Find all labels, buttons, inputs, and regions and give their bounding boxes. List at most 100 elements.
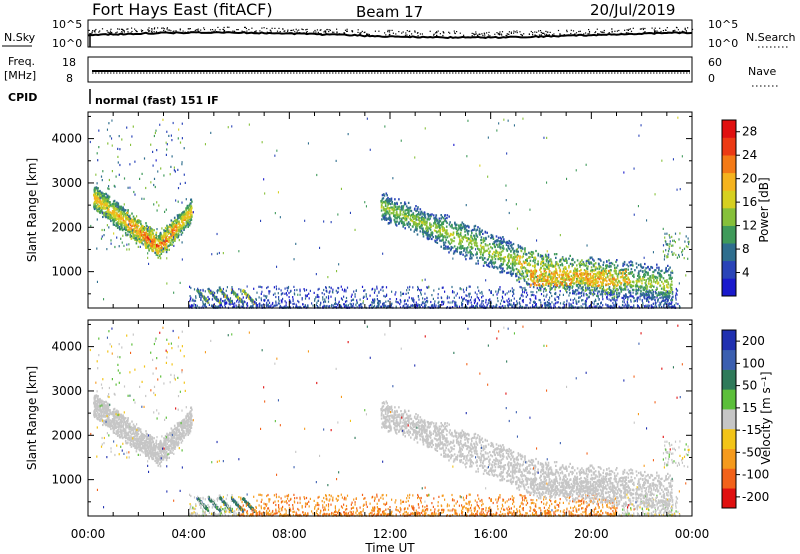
power-echo — [432, 235, 434, 239]
power-echo — [398, 198, 400, 201]
power-echo — [581, 259, 583, 262]
power-echo — [245, 296, 247, 299]
nsearch-point — [292, 29, 295, 31]
power-echo — [540, 293, 543, 296]
freq-frame — [87, 56, 693, 83]
power-echo — [500, 299, 503, 302]
power-echo — [261, 304, 263, 307]
nsearch-point — [251, 27, 253, 29]
power-echo — [574, 306, 576, 309]
nsearch-point — [540, 31, 542, 33]
power-echo — [506, 299, 508, 302]
power-echo — [584, 300, 586, 303]
power-echo — [129, 219, 132, 222]
power-echo — [419, 304, 421, 307]
power-echo — [360, 306, 362, 309]
power-echo — [122, 206, 124, 209]
power-echo — [115, 205, 117, 208]
power-echo — [211, 298, 214, 301]
power-echo — [286, 294, 288, 297]
nsearch-point — [299, 32, 301, 34]
power-echo — [363, 289, 365, 292]
power-echo — [502, 291, 504, 294]
power-echo — [445, 247, 447, 250]
power-echo — [628, 261, 631, 264]
power-echo — [507, 271, 509, 274]
power-echo — [95, 206, 98, 209]
power-echo — [437, 234, 440, 237]
power-echo — [210, 291, 212, 294]
power-echo — [522, 299, 524, 302]
power-echo — [304, 297, 307, 300]
power-echo — [102, 200, 105, 203]
nsearch-point — [395, 33, 397, 35]
power-echo — [632, 295, 634, 298]
power-echo — [546, 293, 548, 296]
power-echo — [115, 222, 118, 225]
power-echo — [282, 297, 284, 300]
power-echo — [117, 147, 119, 150]
power-echo — [116, 236, 118, 239]
nsearch-point — [459, 32, 461, 34]
power-echo — [436, 219, 438, 223]
power-echo — [109, 135, 111, 138]
power-echo — [591, 301, 593, 304]
nsearch-point — [121, 32, 123, 34]
power-echo — [208, 287, 210, 290]
power-echo — [582, 299, 584, 302]
power-echo — [200, 292, 202, 295]
power-echo — [177, 214, 179, 218]
power-echo — [195, 304, 197, 307]
power-echo — [118, 226, 121, 229]
power-echo — [512, 306, 514, 309]
power-echo — [594, 285, 597, 288]
power-echo — [625, 268, 627, 271]
power-echo — [609, 294, 611, 297]
power-echo — [631, 295, 633, 298]
power-echo — [341, 298, 344, 301]
power-echo — [453, 245, 456, 248]
power-echo — [153, 229, 155, 232]
power-echo — [384, 204, 387, 207]
power-echo — [664, 292, 667, 295]
power-echo — [169, 242, 172, 245]
power-echo — [407, 215, 410, 218]
power-echo — [419, 227, 421, 230]
power-echo — [489, 298, 491, 301]
power-echo — [549, 296, 551, 299]
power-echo — [549, 273, 551, 276]
nsearch-point — [246, 30, 248, 32]
power-echo — [249, 296, 251, 299]
power-echo — [508, 300, 511, 303]
power-echo — [473, 236, 476, 240]
power-echo — [103, 198, 105, 201]
nsearch-point — [389, 29, 391, 31]
power-echo — [613, 292, 615, 295]
power-echo — [183, 210, 186, 213]
power-echo — [393, 207, 395, 210]
power-echo — [482, 257, 484, 260]
power-echo — [510, 299, 512, 302]
nsearch-point — [436, 31, 438, 33]
power-echo — [132, 125, 134, 128]
power-echo — [194, 299, 197, 302]
power-echo — [378, 303, 380, 306]
power-echo — [516, 302, 518, 305]
nsearch-point — [331, 31, 334, 33]
power-echo — [586, 297, 588, 301]
nsearch-point — [453, 30, 455, 32]
power-echo — [130, 237, 133, 240]
power-echo — [216, 291, 219, 294]
freq-label: Freq. — [8, 55, 35, 68]
power-echo — [319, 304, 321, 307]
power-echo — [106, 194, 109, 197]
power-echo — [155, 231, 158, 234]
nsearch-point — [278, 27, 280, 29]
power-echo — [645, 280, 647, 283]
power-echo — [98, 192, 101, 195]
nsearch-point — [505, 34, 507, 37]
power-echo — [479, 304, 481, 307]
power-echo — [253, 287, 255, 290]
power-echo — [125, 223, 128, 226]
power-echo — [376, 305, 378, 308]
